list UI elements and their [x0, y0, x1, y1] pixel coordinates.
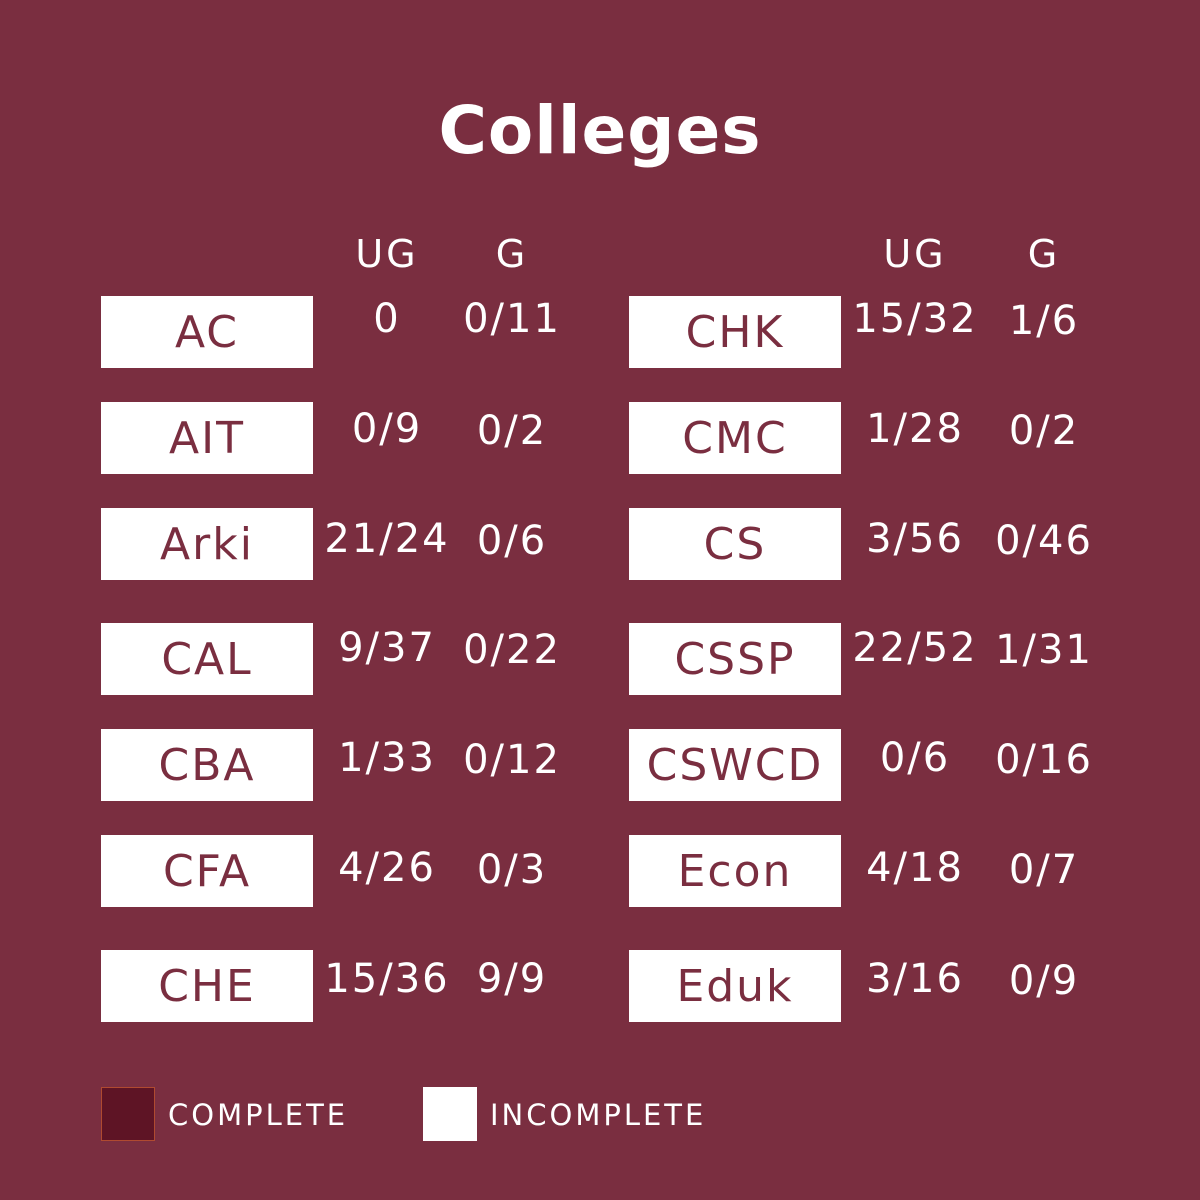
- table-row: CHE 15/36 9/9: [0, 950, 1200, 1022]
- college-tag: CMC: [629, 402, 841, 474]
- table-row: CBA 1/33 0/12: [0, 729, 1200, 801]
- g-value: 0/2: [476, 408, 548, 454]
- legend-complete-swatch: [101, 1087, 155, 1141]
- right-g-header: G: [1027, 232, 1061, 276]
- g-value: 0/3: [476, 847, 548, 893]
- college-tag: CSWCD: [629, 729, 841, 801]
- table-row: CSSP 22/52 1/31: [0, 623, 1200, 695]
- table-row: AIT 0/9 0/2: [0, 402, 1200, 474]
- g-value: 0/22: [463, 627, 561, 673]
- ug-value: 21/24: [324, 516, 450, 562]
- table-row: AC 0 0/11: [0, 296, 1200, 368]
- legend-incomplete-swatch: [423, 1087, 477, 1141]
- right-ug-header: UG: [883, 232, 947, 276]
- ug-value: 3/56: [866, 516, 964, 562]
- ug-value: 9/37: [338, 625, 436, 671]
- ug-value: 4/26: [338, 845, 436, 891]
- g-value: 0/11: [463, 296, 561, 342]
- g-value: 9/9: [476, 956, 548, 1002]
- ug-value: 15/32: [852, 296, 978, 342]
- table-row: CSWCD 0/6 0/16: [0, 729, 1200, 801]
- ug-value: 0/9: [351, 406, 423, 452]
- table-row: CAL 9/37 0/22: [0, 623, 1200, 695]
- ug-value: 1/33: [338, 735, 436, 781]
- legend-complete-label: COMPLETE: [168, 1098, 349, 1132]
- college-tag: CFA: [101, 835, 313, 907]
- ug-value: 22/52: [852, 625, 978, 671]
- ug-value: 4/18: [866, 845, 964, 891]
- g-value: 0/12: [463, 737, 561, 783]
- college-tag: Arki: [101, 508, 313, 580]
- g-value: 0/6: [476, 518, 548, 564]
- page-title: Colleges: [438, 92, 762, 169]
- g-value: 0/46: [995, 518, 1093, 564]
- college-tag: CS: [629, 508, 841, 580]
- college-tag: CAL: [101, 623, 313, 695]
- table-row: CFA 4/26 0/3: [0, 835, 1200, 907]
- ug-value: 3/16: [866, 956, 964, 1002]
- table-row: CHK 15/32 1/6: [0, 296, 1200, 368]
- college-tag: AIT: [101, 402, 313, 474]
- college-tag: AC: [101, 296, 313, 368]
- legend-incomplete-label: INCOMPLETE: [490, 1098, 707, 1132]
- ug-value: 0: [373, 296, 401, 342]
- college-tag: Econ: [629, 835, 841, 907]
- g-value: 1/6: [1008, 298, 1080, 344]
- g-value: 1/31: [995, 627, 1093, 673]
- left-ug-header: UG: [355, 232, 419, 276]
- g-value: 0/2: [1008, 408, 1080, 454]
- ug-value: 0/6: [879, 735, 951, 781]
- college-tag: Eduk: [629, 950, 841, 1022]
- left-g-header: G: [495, 232, 529, 276]
- table-row: Arki 21/24 0/6: [0, 508, 1200, 580]
- g-value: 0/16: [995, 737, 1093, 783]
- table-row: CS 3/56 0/46: [0, 508, 1200, 580]
- college-tag: CSSP: [629, 623, 841, 695]
- table-row: Econ 4/18 0/7: [0, 835, 1200, 907]
- table-row: Eduk 3/16 0/9: [0, 950, 1200, 1022]
- college-tag: CBA: [101, 729, 313, 801]
- ug-value: 15/36: [324, 956, 450, 1002]
- table-row: CMC 1/28 0/2: [0, 402, 1200, 474]
- college-tag: CHE: [101, 950, 313, 1022]
- g-value: 0/9: [1008, 958, 1080, 1004]
- college-tag: CHK: [629, 296, 841, 368]
- g-value: 0/7: [1008, 847, 1080, 893]
- ug-value: 1/28: [866, 406, 964, 452]
